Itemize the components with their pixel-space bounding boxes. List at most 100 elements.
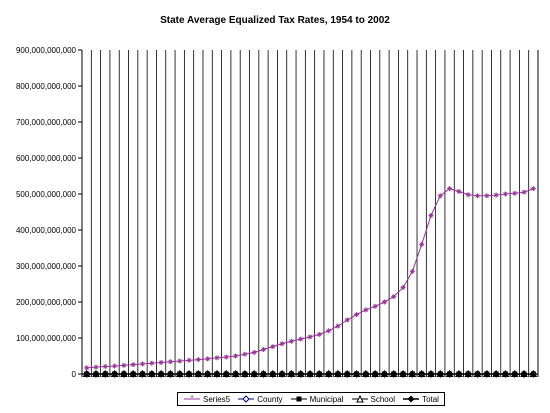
data-point-total (343, 370, 352, 378)
series-total (82, 370, 538, 378)
data-point-series5 (502, 191, 508, 197)
data-point-total (296, 370, 305, 378)
data-point-total (464, 370, 473, 378)
y-tick-label: 300,000,000,000 (16, 262, 77, 271)
data-point-total (380, 370, 389, 378)
data-point-total (352, 370, 361, 378)
data-point-total (92, 370, 100, 378)
data-point-series5 (205, 356, 211, 362)
data-point-total (334, 370, 342, 378)
data-point-total (175, 370, 184, 378)
series-layer (82, 186, 538, 378)
axis-layer: 0 100,000,000,000 200,000,000,000 300,000,0… (16, 46, 539, 379)
data-point-total (436, 370, 445, 378)
data-point-total (185, 370, 193, 378)
legend-item-county: County (237, 394, 283, 404)
legend-label-county: County (257, 394, 283, 404)
data-point-series5 (149, 360, 155, 366)
data-point-total (194, 370, 203, 378)
data-point-total (287, 370, 296, 378)
data-point-series5 (456, 188, 462, 194)
data-point-series5 (316, 331, 322, 337)
data-point-series5 (223, 354, 229, 360)
data-point-total (120, 370, 128, 378)
data-point-series5 (139, 361, 145, 367)
data-point-series5 (493, 192, 499, 198)
legend-label-series5: Series5 (203, 394, 231, 404)
data-point-total (250, 370, 258, 378)
series-series5 (84, 186, 536, 371)
data-point-total (324, 370, 333, 378)
data-point-series5 (521, 189, 527, 195)
data-point-series5 (419, 241, 425, 247)
legend-item-school: School (351, 395, 395, 404)
legend-swatch-series5: * (184, 395, 200, 403)
legend-swatch-municipal (290, 396, 307, 402)
data-point-series5 (354, 312, 360, 318)
data-point-total (268, 370, 277, 378)
legend-label-municipal: Municipal (309, 394, 344, 404)
y-tick-label: 700,000,000,000 (16, 118, 77, 127)
data-point-total (399, 370, 407, 378)
data-point-series5 (167, 359, 173, 365)
y-tick-label: 900,000,000,000 (16, 46, 77, 55)
data-point-series5 (335, 323, 341, 329)
data-point-series5 (121, 362, 127, 368)
data-point-series5 (270, 344, 276, 350)
data-point-series5 (512, 190, 518, 196)
data-point-total (138, 370, 147, 378)
legend-item-total: Total (402, 395, 439, 404)
data-point-series5 (298, 336, 304, 342)
data-point-series5 (130, 362, 136, 368)
data-point-series5 (465, 192, 471, 198)
data-point-total (501, 370, 510, 378)
data-point-series5 (279, 341, 285, 347)
data-point-total (203, 370, 212, 378)
y-tick-label: 800,000,000,000 (16, 82, 77, 91)
data-point-total (371, 370, 379, 378)
data-point-total (473, 370, 482, 378)
data-point-series5 (391, 294, 397, 300)
y-tick-label: 200,000,000,000 (16, 298, 77, 307)
data-point-series5 (381, 299, 387, 305)
chart-title: State Average Equalized Tax Rates, 1954 … (160, 15, 390, 26)
data-point-series5 (93, 364, 99, 370)
data-point-series5 (102, 363, 108, 369)
data-point-series5 (447, 186, 453, 192)
data-point-total (427, 370, 435, 378)
data-point-total (306, 370, 314, 378)
y-tick-label: 600,000,000,000 (16, 154, 77, 163)
data-point-series5 (186, 357, 192, 363)
data-point-series5 (242, 351, 248, 357)
data-point-total (408, 370, 417, 378)
y-tick-label: 100,000,000,000 (16, 334, 77, 343)
legend-item-series5: * Series5 (183, 395, 230, 404)
data-point-total (492, 370, 500, 378)
data-point-series5 (214, 355, 220, 361)
data-point-total (520, 370, 528, 378)
data-point-series5 (437, 193, 443, 199)
data-point-series5 (195, 357, 201, 363)
legend-swatch-county (238, 395, 255, 403)
data-point-series5 (372, 303, 378, 309)
data-point-series5 (233, 353, 239, 359)
data-point-total (129, 370, 137, 378)
y-tick-label: 400,000,000,000 (16, 226, 77, 235)
legend-swatch-total (403, 395, 420, 403)
data-point-total (101, 370, 110, 378)
data-point-series5 (177, 358, 183, 364)
data-point-series5 (158, 359, 164, 365)
data-point-total (362, 370, 370, 378)
svg-text:*: * (190, 395, 193, 403)
data-point-series5 (475, 193, 481, 199)
data-point-total (389, 370, 398, 378)
series-line-series5 (86, 188, 534, 369)
data-point-series5 (307, 334, 313, 340)
data-point-series5 (344, 317, 350, 323)
data-point-series5 (288, 338, 294, 344)
data-point-total (510, 370, 519, 378)
data-point-total (166, 370, 175, 378)
data-point-total (222, 370, 231, 378)
